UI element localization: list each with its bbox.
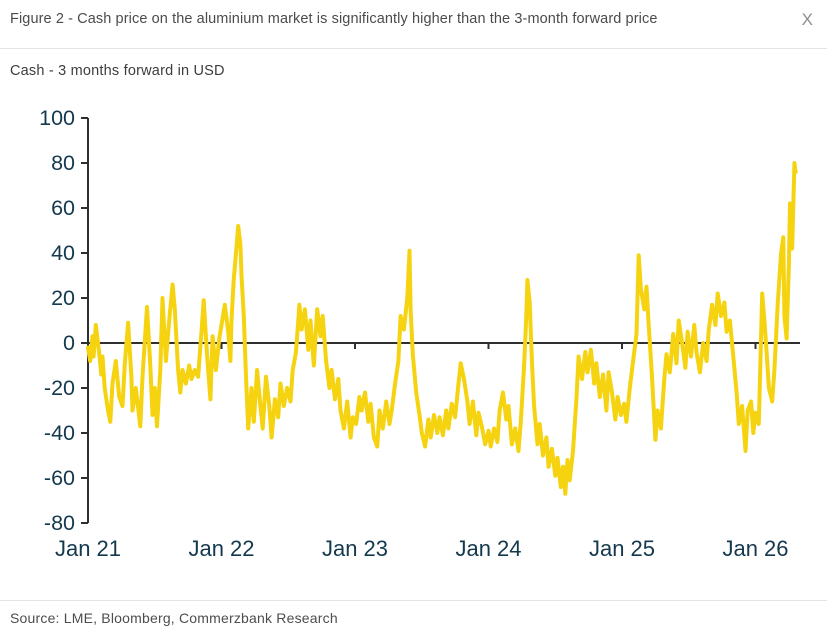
y-tick-label-40: 40 [51,241,75,265]
y-tick-label--60: -60 [44,466,75,490]
header-divider [0,48,827,49]
figure-title: Figure 2 - Cash price on the aluminium m… [10,11,658,27]
chart-subtitle: Cash - 3 months forward in USD [10,63,225,79]
x-tick-label-Jan-25: Jan 25 [589,536,655,561]
source-note: Source: LME, Bloomberg, Commerzbank Rese… [10,610,338,626]
x-tick-label-Jan-26: Jan 26 [722,536,788,561]
close-button[interactable]: X [796,9,819,30]
y-tick-label--20: -20 [44,376,75,400]
y-tick-label-100: 100 [39,106,75,130]
figure-header: Figure 2 - Cash price on the aluminium m… [10,9,819,30]
x-tick-label-Jan-21: Jan 21 [55,536,121,561]
y-tick-label-60: 60 [51,196,75,220]
y-tick-label--40: -40 [44,421,75,445]
x-tick-label-Jan-22: Jan 22 [188,536,254,561]
footer-divider [0,600,827,601]
x-tick-label-Jan-24: Jan 24 [455,536,521,561]
y-tick-label-20: 20 [51,286,75,310]
y-tick-label-80: 80 [51,151,75,175]
y-tick-label-0: 0 [63,331,75,355]
series-line [86,161,798,496]
x-tick-label-Jan-23: Jan 23 [322,536,388,561]
y-tick-label--80: -80 [44,511,75,535]
